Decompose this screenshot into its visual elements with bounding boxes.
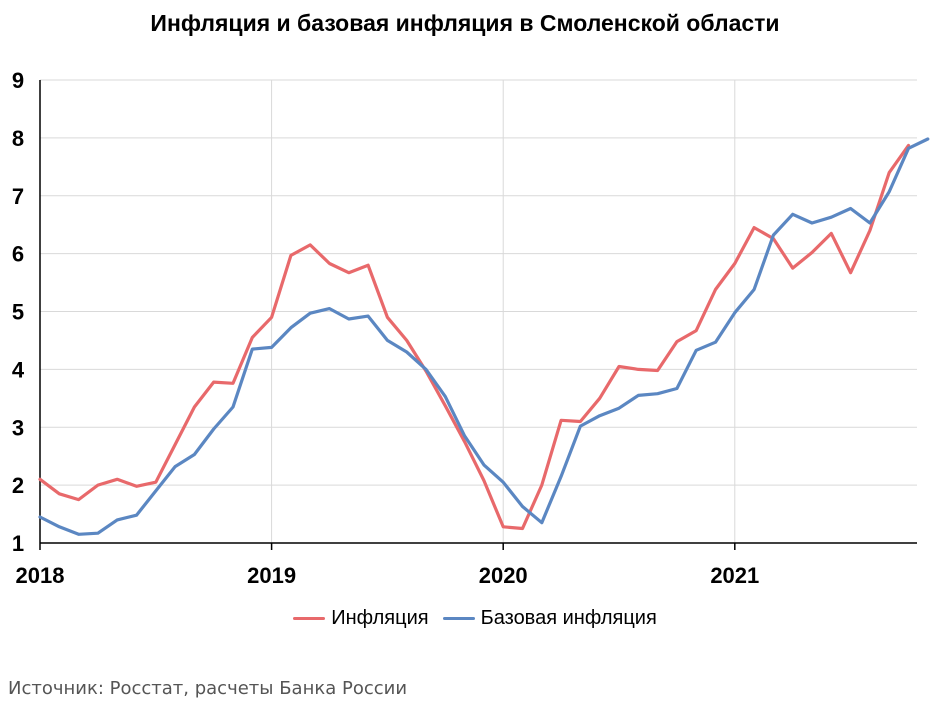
- legend-swatch-inflation: [293, 617, 326, 620]
- x-tick-label: 2021: [710, 563, 759, 588]
- y-tick-label: 1: [12, 531, 24, 556]
- x-tick-label: 2019: [247, 563, 296, 588]
- y-tick-label: 4: [12, 357, 25, 382]
- legend-entry-inflation: Инфляция: [293, 607, 429, 630]
- y-tick-label: 3: [12, 415, 24, 440]
- y-tick-label: 7: [12, 184, 24, 209]
- x-tick-label: 2018: [16, 563, 65, 588]
- y-tick-label: 8: [12, 126, 24, 151]
- y-tick-label: 6: [12, 242, 24, 267]
- chart-title: Инфляция и базовая инфляция в Смоленской…: [150, 10, 780, 36]
- y-tick-labels: 1 2 3 4 5 6 7 8 9: [12, 68, 25, 556]
- series-line-core-inflation: [38, 137, 930, 536]
- series-line-inflation: [38, 143, 911, 531]
- legend-entry-core-inflation: Базовая инфляция: [442, 607, 657, 630]
- y-tick-label: 5: [12, 300, 24, 325]
- x-tick-label: 2020: [479, 563, 528, 588]
- series-lines: [38, 137, 930, 536]
- y-tick-label: 9: [12, 68, 24, 93]
- y-tick-label: 2: [12, 473, 24, 498]
- source-note: Источник: Росстат, расчеты Банка России: [8, 678, 408, 699]
- x-tick-labels: 2018 2019 2020 2021: [16, 563, 760, 588]
- legend: Инфляция Базовая инфляция: [0, 607, 950, 630]
- axes: [39, 80, 917, 550]
- legend-label-inflation: Инфляция: [331, 607, 429, 629]
- legend-label-core-inflation: Базовая инфляция: [480, 607, 657, 629]
- legend-swatch-core-inflation: [442, 617, 475, 620]
